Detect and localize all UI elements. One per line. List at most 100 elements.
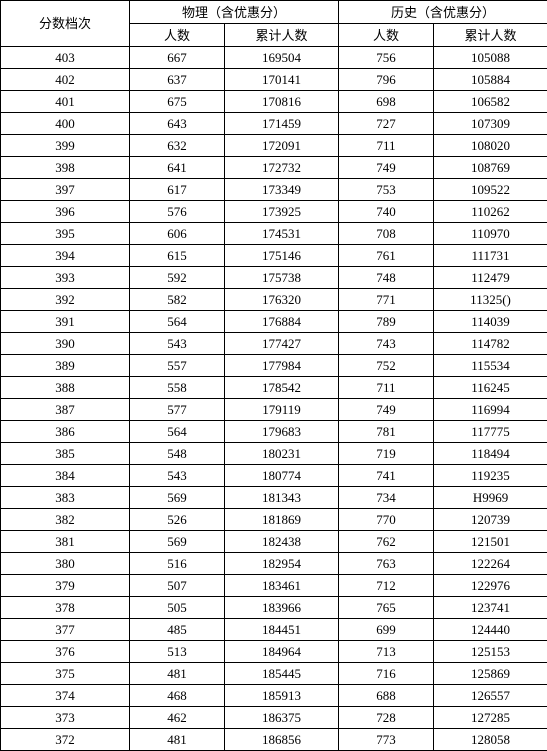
cell-physics-cumulative: 181343 <box>225 487 339 509</box>
cell-history-cumulative: 110262 <box>434 201 547 223</box>
cell-physics-cumulative: 183966 <box>225 597 339 619</box>
cell-score: 394 <box>1 245 130 267</box>
cell-physics-count: 675 <box>130 91 225 113</box>
cell-history-cumulative: 114039 <box>434 311 547 333</box>
cell-history-count: 728 <box>339 707 434 729</box>
cell-history-count: 727 <box>339 113 434 135</box>
cell-physics-count: 543 <box>130 333 225 355</box>
cell-history-cumulative: 11325() <box>434 289 547 311</box>
table-row: 402637170141796105884 <box>1 69 547 91</box>
table-row: 397617173349753109522 <box>1 179 547 201</box>
cell-physics-cumulative: 179683 <box>225 421 339 443</box>
cell-score: 376 <box>1 641 130 663</box>
cell-score: 390 <box>1 333 130 355</box>
cell-history-cumulative: 116994 <box>434 399 547 421</box>
cell-history-count: 773 <box>339 729 434 751</box>
cell-history-cumulative: 114782 <box>434 333 547 355</box>
cell-score: 403 <box>1 47 130 69</box>
cell-history-count: 734 <box>339 487 434 509</box>
cell-history-count: 749 <box>339 399 434 421</box>
table-row: 396576173925740110262 <box>1 201 547 223</box>
cell-score: 401 <box>1 91 130 113</box>
cell-score: 387 <box>1 399 130 421</box>
cell-physics-cumulative: 171459 <box>225 113 339 135</box>
table-row: 389557177984752115534 <box>1 355 547 377</box>
table-row: 399632172091711108020 <box>1 135 547 157</box>
cell-physics-cumulative: 177427 <box>225 333 339 355</box>
cell-physics-count: 558 <box>130 377 225 399</box>
cell-physics-cumulative: 183461 <box>225 575 339 597</box>
cell-score: 388 <box>1 377 130 399</box>
header-history-count: 人数 <box>339 24 434 47</box>
cell-physics-cumulative: 182954 <box>225 553 339 575</box>
cell-physics-cumulative: 170816 <box>225 91 339 113</box>
cell-history-count: 761 <box>339 245 434 267</box>
cell-score: 389 <box>1 355 130 377</box>
cell-history-count: 756 <box>339 47 434 69</box>
cell-score: 379 <box>1 575 130 597</box>
cell-physics-cumulative: 184964 <box>225 641 339 663</box>
table-row: 373462186375728127285 <box>1 707 547 729</box>
cell-history-cumulative: H9969 <box>434 487 547 509</box>
cell-physics-count: 569 <box>130 531 225 553</box>
table-row: 383569181343734H9969 <box>1 487 547 509</box>
table-row: 394615175146761111731 <box>1 245 547 267</box>
header-physics-cumulative: 累计人数 <box>225 24 339 47</box>
cell-history-cumulative: 108769 <box>434 157 547 179</box>
cell-score: 393 <box>1 267 130 289</box>
cell-physics-cumulative: 170141 <box>225 69 339 91</box>
table-row: 378505183966765123741 <box>1 597 547 619</box>
header-history-cumulative: 累计人数 <box>434 24 547 47</box>
cell-physics-cumulative: 172732 <box>225 157 339 179</box>
table-row: 387577179119749116994 <box>1 399 547 421</box>
cell-history-count: 763 <box>339 553 434 575</box>
cell-history-count: 741 <box>339 465 434 487</box>
cell-score: 395 <box>1 223 130 245</box>
cell-physics-cumulative: 179119 <box>225 399 339 421</box>
cell-physics-cumulative: 182438 <box>225 531 339 553</box>
cell-history-count: 762 <box>339 531 434 553</box>
cell-history-count: 711 <box>339 135 434 157</box>
cell-history-count: 748 <box>339 267 434 289</box>
cell-physics-count: 569 <box>130 487 225 509</box>
cell-physics-cumulative: 180231 <box>225 443 339 465</box>
cell-physics-cumulative: 177984 <box>225 355 339 377</box>
cell-history-cumulative: 116245 <box>434 377 547 399</box>
table-row: 39258217632077111325() <box>1 289 547 311</box>
cell-history-cumulative: 121501 <box>434 531 547 553</box>
cell-score: 382 <box>1 509 130 531</box>
cell-physics-cumulative: 180774 <box>225 465 339 487</box>
cell-history-count: 711 <box>339 377 434 399</box>
cell-history-cumulative: 124440 <box>434 619 547 641</box>
cell-history-cumulative: 111731 <box>434 245 547 267</box>
cell-history-count: 688 <box>339 685 434 707</box>
cell-physics-count: 462 <box>130 707 225 729</box>
header-physics-group: 物理（含优惠分） <box>130 1 339 24</box>
cell-physics-count: 548 <box>130 443 225 465</box>
cell-history-cumulative: 127285 <box>434 707 547 729</box>
cell-history-count: 771 <box>339 289 434 311</box>
cell-history-count: 781 <box>339 421 434 443</box>
cell-history-cumulative: 123741 <box>434 597 547 619</box>
cell-physics-count: 513 <box>130 641 225 663</box>
cell-score: 398 <box>1 157 130 179</box>
cell-physics-count: 667 <box>130 47 225 69</box>
table-row: 395606174531708110970 <box>1 223 547 245</box>
cell-physics-count: 592 <box>130 267 225 289</box>
cell-physics-count: 637 <box>130 69 225 91</box>
cell-history-count: 708 <box>339 223 434 245</box>
cell-history-cumulative: 108020 <box>434 135 547 157</box>
cell-score: 396 <box>1 201 130 223</box>
cell-physics-count: 577 <box>130 399 225 421</box>
cell-physics-count: 643 <box>130 113 225 135</box>
cell-physics-count: 615 <box>130 245 225 267</box>
cell-history-cumulative: 109522 <box>434 179 547 201</box>
cell-score: 381 <box>1 531 130 553</box>
cell-physics-cumulative: 175146 <box>225 245 339 267</box>
cell-history-count: 796 <box>339 69 434 91</box>
cell-history-count: 789 <box>339 311 434 333</box>
cell-history-count: 765 <box>339 597 434 619</box>
cell-history-count: 719 <box>339 443 434 465</box>
cell-physics-cumulative: 175738 <box>225 267 339 289</box>
cell-history-cumulative: 122976 <box>434 575 547 597</box>
